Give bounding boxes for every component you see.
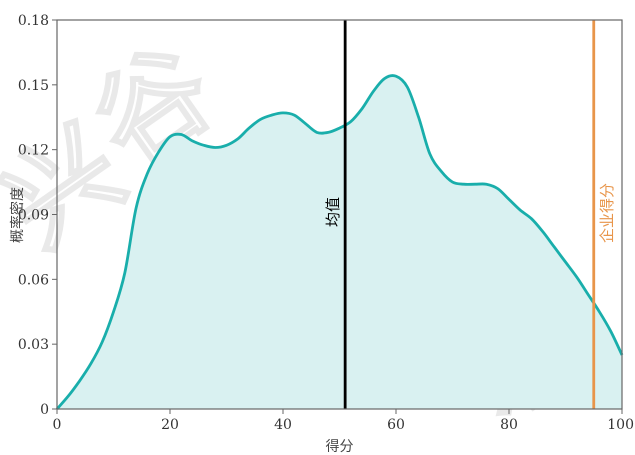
y-tick-label: 0.06	[18, 272, 49, 288]
x-tick-label: 20	[161, 417, 179, 433]
x-axis-title: 得分	[326, 438, 354, 455]
y-tick-label: 0.09	[18, 208, 49, 224]
x-axis: 0 20 40 60 80 100	[53, 409, 634, 433]
mean-label: 均值	[324, 197, 342, 227]
company-score-label: 企业得分	[598, 183, 616, 243]
plot-area	[55, 74, 624, 410]
x-tick-label: 0	[53, 417, 62, 433]
y-axis: 0 0.03 0.06 0.09 0.12 0.15 0.18	[18, 13, 57, 418]
x-tick-label: 60	[387, 417, 405, 433]
x-tick-label: 80	[500, 417, 518, 433]
density-curve	[55, 74, 624, 410]
y-tick-label: 0.15	[18, 78, 49, 94]
y-axis-title: 概率密度	[9, 187, 26, 243]
density-area-fill	[57, 75, 622, 410]
x-tick-label: 40	[274, 417, 292, 433]
x-tick-label: 100	[607, 417, 634, 433]
y-tick-label: 0.12	[18, 143, 49, 159]
y-tick-label: 0.03	[18, 337, 49, 353]
y-tick-label: 0.18	[18, 13, 49, 29]
y-tick-label: 0	[40, 402, 49, 418]
